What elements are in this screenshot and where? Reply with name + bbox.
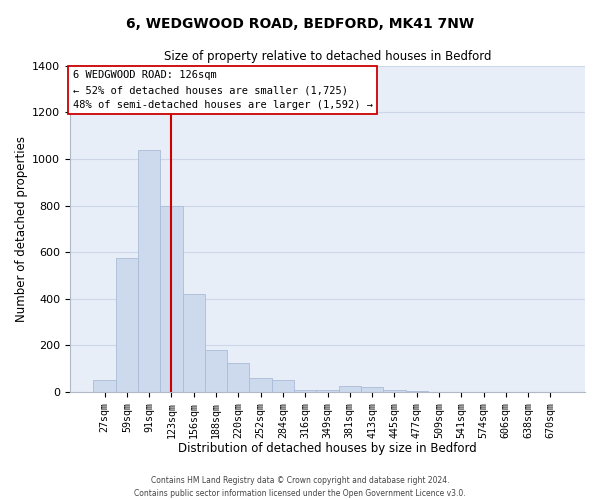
Bar	[138, 150, 160, 392]
Bar	[316, 390, 338, 392]
Bar	[250, 378, 272, 392]
Bar	[272, 380, 294, 392]
Bar	[182, 294, 205, 392]
X-axis label: Distribution of detached houses by size in Bedford: Distribution of detached houses by size …	[178, 442, 477, 455]
Y-axis label: Number of detached properties: Number of detached properties	[15, 136, 28, 322]
Bar	[338, 386, 361, 392]
Bar	[406, 391, 428, 392]
Bar	[116, 258, 138, 392]
Bar	[205, 350, 227, 392]
Title: Size of property relative to detached houses in Bedford: Size of property relative to detached ho…	[164, 50, 491, 63]
Bar	[94, 380, 116, 392]
Bar	[361, 388, 383, 392]
Bar	[383, 390, 406, 392]
Text: 6, WEDGWOOD ROAD, BEDFORD, MK41 7NW: 6, WEDGWOOD ROAD, BEDFORD, MK41 7NW	[126, 18, 474, 32]
Bar	[294, 390, 316, 392]
Text: Contains HM Land Registry data © Crown copyright and database right 2024.
Contai: Contains HM Land Registry data © Crown c…	[134, 476, 466, 498]
Text: 6 WEDGWOOD ROAD: 126sqm
← 52% of detached houses are smaller (1,725)
48% of semi: 6 WEDGWOOD ROAD: 126sqm ← 52% of detache…	[73, 70, 373, 110]
Bar	[160, 206, 182, 392]
Bar	[227, 363, 250, 392]
